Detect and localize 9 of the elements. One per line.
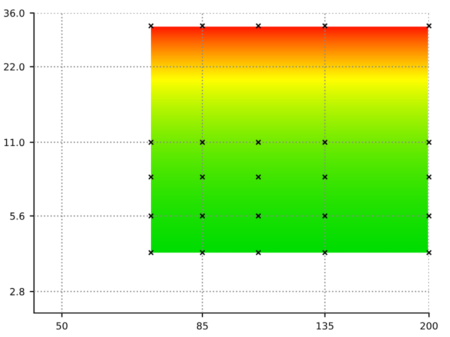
x-tick-label: 50 — [56, 322, 68, 330]
x-tick-label: 135 — [316, 322, 334, 330]
y-tick-label: 5.6 — [10, 212, 24, 220]
x-tick-label: 200 — [420, 322, 438, 330]
y-tick-label: 36.0 — [4, 9, 24, 17]
y-tick-label: 2.8 — [10, 288, 24, 296]
y-tick-label: 22.0 — [4, 63, 24, 71]
y-tick-label: 11.0 — [4, 138, 24, 146]
x-tick-label: 85 — [196, 322, 208, 330]
